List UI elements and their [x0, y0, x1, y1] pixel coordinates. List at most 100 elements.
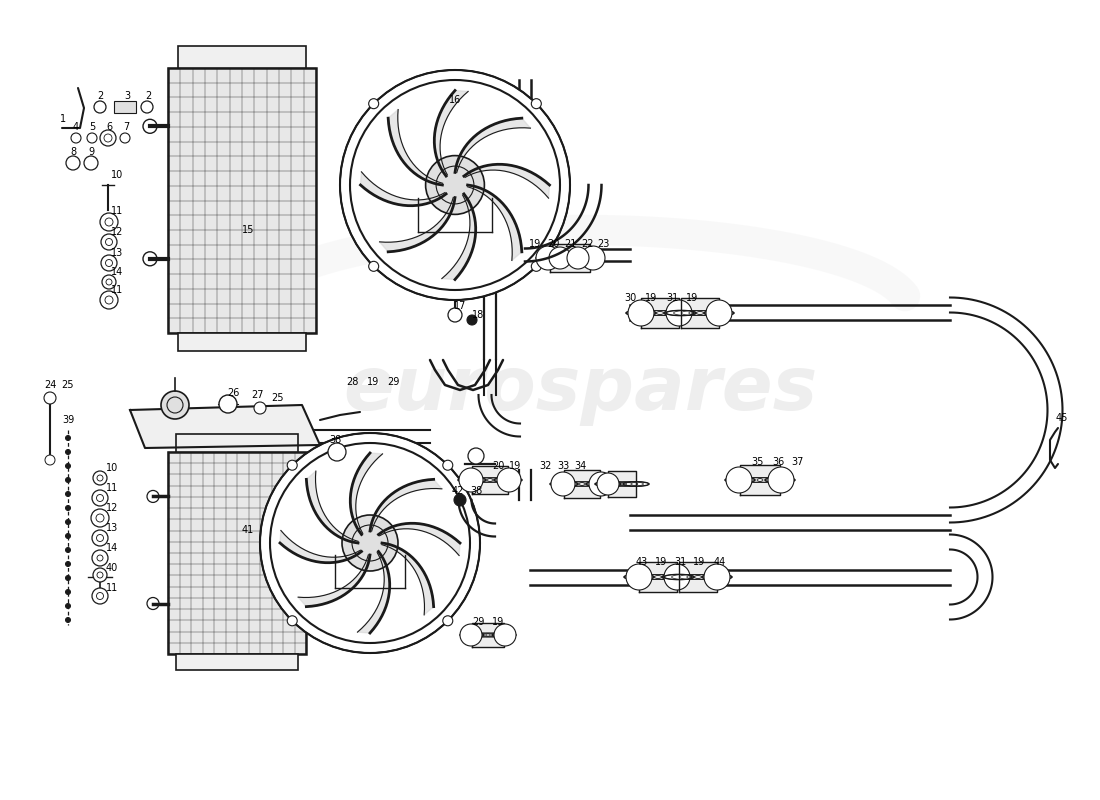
Circle shape [66, 435, 70, 441]
Text: 16: 16 [449, 95, 461, 105]
Circle shape [92, 530, 108, 546]
Text: 26: 26 [227, 388, 239, 398]
Polygon shape [681, 298, 719, 328]
Circle shape [143, 252, 157, 266]
Text: 19: 19 [492, 617, 504, 627]
Polygon shape [641, 298, 679, 328]
Circle shape [66, 618, 70, 622]
Text: 29: 29 [387, 377, 399, 387]
Circle shape [66, 547, 70, 553]
Text: 42: 42 [452, 486, 464, 496]
Polygon shape [370, 479, 442, 531]
Circle shape [358, 531, 382, 555]
Circle shape [94, 471, 107, 485]
Circle shape [368, 98, 378, 109]
Text: 11: 11 [111, 206, 123, 216]
Text: 28: 28 [345, 377, 359, 387]
Polygon shape [472, 623, 504, 647]
Circle shape [460, 624, 482, 646]
Text: 31: 31 [674, 557, 686, 567]
Circle shape [219, 395, 236, 413]
Circle shape [287, 460, 297, 470]
Circle shape [84, 156, 98, 170]
Circle shape [100, 130, 116, 146]
Circle shape [100, 291, 118, 309]
Circle shape [102, 275, 116, 289]
Polygon shape [472, 466, 508, 494]
Text: 12: 12 [106, 503, 118, 513]
Text: 3: 3 [124, 91, 130, 101]
Text: 40: 40 [106, 563, 118, 573]
Circle shape [365, 538, 375, 548]
Text: 21: 21 [564, 239, 576, 249]
Circle shape [626, 564, 652, 590]
Text: 1: 1 [59, 114, 66, 124]
Text: 45: 45 [1056, 413, 1068, 423]
Circle shape [549, 247, 571, 269]
Polygon shape [358, 551, 389, 633]
Text: 19: 19 [686, 293, 698, 303]
Circle shape [536, 246, 560, 270]
Circle shape [342, 515, 398, 571]
Polygon shape [740, 465, 780, 495]
Circle shape [450, 180, 460, 190]
Bar [178, 46, 306, 68]
Polygon shape [378, 523, 460, 555]
Circle shape [328, 443, 346, 461]
Circle shape [44, 392, 56, 404]
Circle shape [494, 624, 516, 646]
Circle shape [92, 550, 108, 566]
Text: 13: 13 [111, 248, 123, 258]
Polygon shape [388, 110, 442, 185]
Polygon shape [382, 543, 433, 615]
Text: 31: 31 [666, 293, 678, 303]
Polygon shape [455, 118, 530, 173]
Text: 6: 6 [106, 122, 112, 132]
Circle shape [628, 300, 654, 326]
Circle shape [706, 300, 732, 326]
Circle shape [66, 156, 80, 170]
Text: 2: 2 [145, 91, 151, 101]
Polygon shape [464, 164, 550, 198]
Polygon shape [564, 470, 600, 498]
Polygon shape [679, 562, 717, 592]
Circle shape [87, 133, 97, 143]
Text: 19: 19 [509, 461, 521, 471]
Text: 38: 38 [329, 435, 341, 445]
Polygon shape [442, 194, 475, 279]
Polygon shape [379, 198, 455, 252]
Circle shape [66, 575, 70, 581]
Text: 19: 19 [645, 293, 657, 303]
Text: 23: 23 [597, 239, 609, 249]
Circle shape [94, 101, 106, 113]
Polygon shape [361, 172, 447, 206]
Text: 10: 10 [106, 463, 118, 473]
Circle shape [358, 531, 382, 555]
Circle shape [147, 598, 160, 610]
Text: 18: 18 [472, 310, 484, 320]
Text: 11: 11 [106, 583, 118, 593]
Bar [114, 101, 136, 113]
Circle shape [45, 455, 55, 465]
Circle shape [704, 564, 730, 590]
Circle shape [664, 564, 690, 590]
Circle shape [443, 616, 453, 626]
Polygon shape [468, 185, 521, 261]
Circle shape [94, 568, 107, 582]
Text: 19: 19 [529, 239, 541, 249]
Text: 32: 32 [539, 461, 551, 471]
Polygon shape [608, 471, 636, 497]
Circle shape [92, 490, 108, 506]
Text: 36: 36 [772, 457, 784, 467]
Circle shape [72, 133, 81, 143]
Circle shape [66, 590, 70, 594]
Text: 19: 19 [654, 557, 667, 567]
Text: 5: 5 [89, 122, 95, 132]
Circle shape [101, 255, 117, 271]
Circle shape [147, 490, 160, 502]
Circle shape [120, 133, 130, 143]
Circle shape [340, 70, 570, 300]
Circle shape [287, 616, 297, 626]
Text: 41: 41 [242, 525, 254, 535]
Text: 20: 20 [492, 461, 504, 471]
